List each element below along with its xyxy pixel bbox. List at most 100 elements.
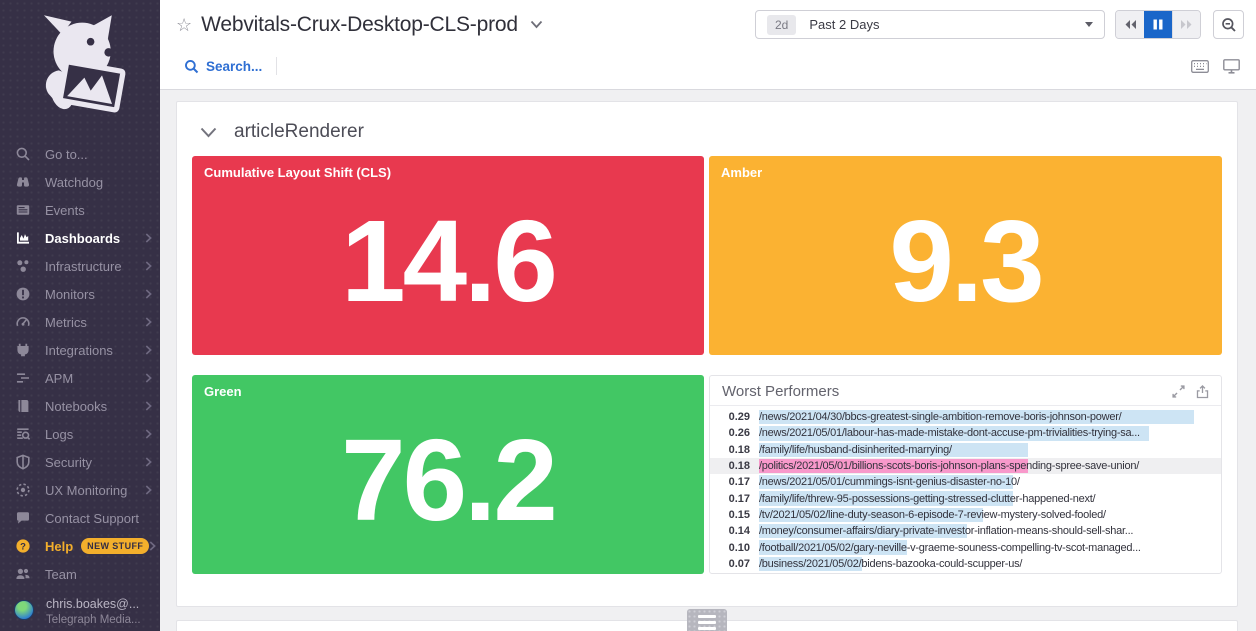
row-url-link[interactable]: /politics/2021/05/01/billions-scots-bori…	[759, 460, 1139, 473]
row-url-link[interactable]: /money/consumer-affairs/diary-private-in…	[759, 525, 1134, 538]
time-range-label: Past 2 Days	[809, 17, 880, 32]
widget-title: Worst Performers	[722, 383, 840, 400]
time-back-button[interactable]	[1116, 11, 1144, 38]
sidebar-item-ux-monitoring[interactable]: UX Monitoring	[0, 476, 160, 504]
search-icon	[185, 59, 199, 73]
export-icon[interactable]	[1196, 384, 1209, 399]
dashboards-icon	[14, 230, 32, 246]
sidebar-item-label: Events	[45, 202, 85, 218]
table-row[interactable]: 0.10/football/2021/05/02/gary-neville-v-…	[710, 539, 1221, 555]
sidebar-item-label: Help	[45, 538, 74, 554]
keyboard-shortcuts-icon[interactable]	[1191, 59, 1209, 73]
query-value-widget-amber[interactable]: Amber 9.3	[709, 156, 1222, 355]
search-icon	[14, 146, 32, 162]
sidebar-item-dashboards[interactable]: Dashboards	[0, 224, 160, 252]
time-forward-button[interactable]	[1172, 11, 1200, 38]
group-title: articleRenderer	[234, 121, 364, 142]
query-value-widget-cls[interactable]: Cumulative Layout Shift (CLS) 14.6	[192, 156, 704, 355]
widget-grid: Cumulative Layout Shift (CLS) 14.6 Amber…	[177, 156, 1237, 574]
chevron-right-icon	[145, 233, 152, 243]
chat-icon	[14, 510, 32, 526]
divider	[276, 57, 278, 75]
chevron-right-icon	[145, 373, 152, 383]
table-row[interactable]: 0.18/family/life/husband-disinherited-ma…	[710, 442, 1221, 458]
table-row[interactable]: 0.07/business/2021/05/02/bidens-bazooka-…	[710, 556, 1221, 572]
table-row[interactable]: 0.18/politics/2021/05/01/billions-scots-…	[710, 457, 1221, 475]
title-chevron-down-icon[interactable]	[530, 20, 543, 29]
user-menu[interactable]: chris.boakes@... Telegraph Media...	[14, 597, 156, 626]
row-url-link[interactable]: /family/life/threw-95-possessions-gettin…	[759, 492, 1096, 505]
sidebar-item-watchdog[interactable]: Watchdog	[0, 168, 160, 196]
table-row[interactable]: 0.17/news/2021/05/01/cummings-isnt-geniu…	[710, 474, 1221, 490]
time-range-badge: 2d	[767, 14, 797, 35]
team-icon	[14, 566, 32, 582]
row-value: 0.10	[728, 541, 750, 554]
chevron-right-icon	[145, 261, 152, 271]
row-value: 0.29	[728, 411, 750, 424]
table-row[interactable]: 0.15/tv/2021/05/02/line-duty-season-6-ep…	[710, 507, 1221, 523]
group-drag-handle-button[interactable]	[687, 609, 727, 631]
query-value-widget-green[interactable]: Green 76.2	[192, 375, 704, 574]
favorite-star-icon[interactable]: ☆	[176, 14, 193, 35]
sidebar-item-security[interactable]: Security	[0, 448, 160, 476]
monitors-icon	[14, 286, 32, 302]
sidebar-item-infrastructure[interactable]: Infrastructure	[0, 252, 160, 280]
top-header: ☆ Webvitals-Crux-Desktop-CLS-prod 2d Pas…	[160, 0, 1256, 90]
row-bar	[759, 410, 1194, 425]
widget-value: 14.6	[341, 196, 558, 327]
widget-value: 76.2	[341, 415, 558, 546]
tv-mode-icon[interactable]	[1223, 58, 1240, 74]
sidebar-item-monitors[interactable]: Monitors	[0, 280, 160, 308]
widget-title: Green	[204, 384, 242, 399]
table-row[interactable]: 0.29/news/2021/04/30/bbcs-greatest-singl…	[710, 409, 1221, 425]
sidebar-item-notebooks[interactable]: Notebooks	[0, 392, 160, 420]
sidebar-item-help[interactable]: ? Help NEW STUFF	[0, 532, 160, 560]
time-range-selector[interactable]: 2d Past 2 Days	[755, 10, 1105, 39]
pause-button[interactable]	[1144, 11, 1172, 38]
table-row[interactable]: 0.14/money/consumer-affairs/diary-privat…	[710, 523, 1221, 539]
sidebar-item-label: Team	[45, 566, 77, 582]
row-bar	[759, 458, 1028, 474]
zoom-out-button[interactable]	[1213, 10, 1244, 39]
sidebar-item-label: Integrations	[45, 342, 113, 358]
sidebar-item-apm[interactable]: APM	[0, 364, 160, 392]
row-url-link[interactable]: /football/2021/05/02/gary-neville-v-grae…	[759, 541, 1141, 554]
widget-title: Amber	[721, 165, 763, 180]
sidebar-item-contact-support[interactable]: Contact Support	[0, 504, 160, 532]
row-bar	[759, 507, 983, 523]
search-link[interactable]: Search...	[184, 59, 262, 74]
sidebar-item-team[interactable]: Team	[0, 560, 160, 588]
binoculars-icon	[14, 174, 32, 190]
row-url-link[interactable]: /family/life/husband-disinherited-marryi…	[759, 443, 952, 456]
widget-value: 9.3	[889, 196, 1044, 327]
sidebar-item-integrations[interactable]: Integrations	[0, 336, 160, 364]
group-collapse-chevron-icon[interactable]	[200, 127, 217, 138]
sidebar-item-events[interactable]: Events	[0, 196, 160, 224]
user-name: chris.boakes@...	[46, 597, 140, 611]
fullscreen-icon[interactable]	[1172, 384, 1185, 399]
sidebar-item-label: Contact Support	[45, 510, 139, 526]
page-title: Webvitals-Crux-Desktop-CLS-prod	[201, 12, 518, 36]
row-value: 0.14	[728, 525, 750, 538]
divider	[710, 405, 1221, 406]
apm-icon	[14, 370, 32, 386]
row-bar	[759, 491, 1013, 506]
chevron-right-icon	[145, 457, 152, 467]
chevron-right-icon	[145, 485, 152, 495]
row-url-link[interactable]: /news/2021/04/30/bbcs-greatest-single-am…	[759, 411, 1122, 424]
new-stuff-badge: NEW STUFF	[81, 538, 150, 554]
row-url-link[interactable]: /news/2021/05/01/labour-has-made-mistake…	[759, 427, 1140, 440]
chevron-right-icon	[145, 289, 152, 299]
row-url-link[interactable]: /business/2021/05/02/bidens-bazooka-coul…	[759, 557, 1023, 570]
row-value: 0.18	[728, 443, 750, 456]
datadog-logo[interactable]	[0, 0, 160, 128]
sidebar-item-go-to[interactable]: Go to...	[0, 140, 160, 168]
sidebar-item-label: Monitors	[45, 286, 95, 302]
table-row[interactable]: 0.17/family/life/threw-95-possessions-ge…	[710, 490, 1221, 506]
sidebar-item-metrics[interactable]: Metrics	[0, 308, 160, 336]
metrics-icon	[14, 314, 32, 330]
sidebar-item-logs[interactable]: Logs	[0, 420, 160, 448]
table-row[interactable]: 0.26/news/2021/05/01/labour-has-made-mis…	[710, 425, 1221, 441]
row-url-link[interactable]: /news/2021/05/01/cummings-isnt-genius-di…	[759, 476, 1020, 489]
row-url-link[interactable]: /tv/2021/05/02/line-duty-season-6-episod…	[759, 508, 1106, 521]
